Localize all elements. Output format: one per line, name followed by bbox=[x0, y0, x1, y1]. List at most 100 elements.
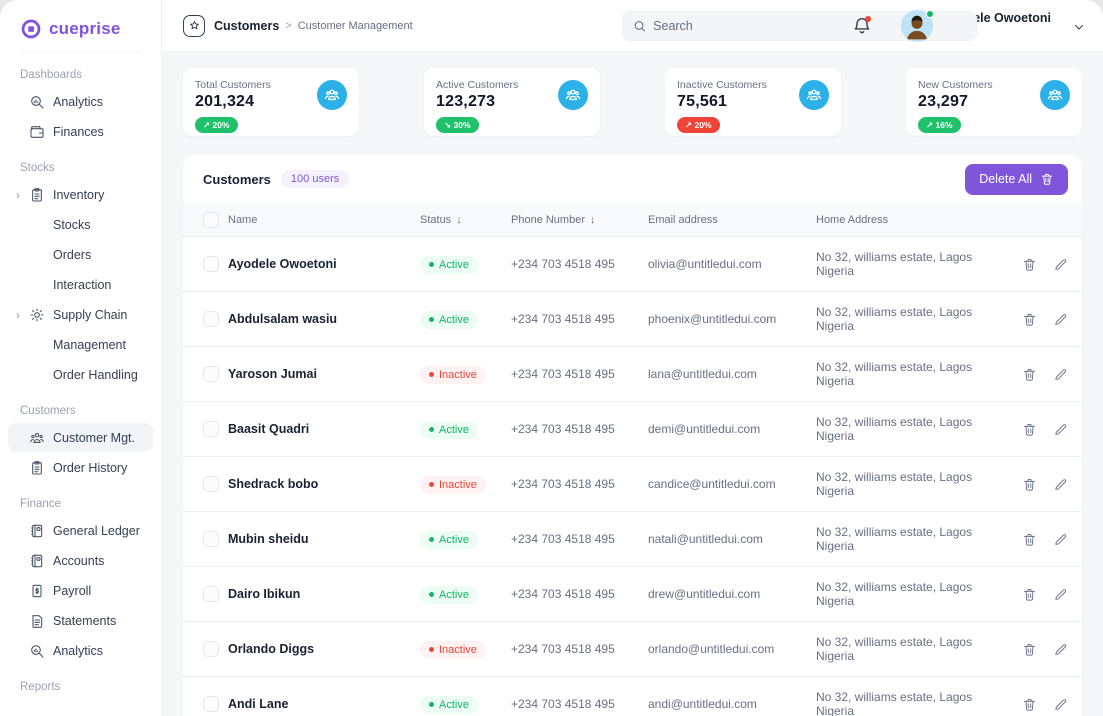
chevron-down-icon[interactable] bbox=[1073, 20, 1085, 32]
sort-icon[interactable]: ↓ bbox=[590, 213, 596, 226]
row-checkbox[interactable] bbox=[203, 641, 219, 657]
cell-email: candice@untitledui.com bbox=[648, 477, 776, 491]
edit-row-icon[interactable] bbox=[1053, 697, 1068, 712]
row-actions bbox=[1006, 422, 1068, 437]
row-checkbox[interactable] bbox=[203, 366, 219, 382]
edit-row-icon[interactable] bbox=[1053, 312, 1068, 327]
breadcrumb-separator: > bbox=[285, 19, 292, 32]
select-all-checkbox[interactable] bbox=[203, 211, 219, 228]
edit-row-icon[interactable] bbox=[1053, 367, 1068, 382]
sidebar-item-label: Order History bbox=[53, 460, 128, 475]
sidebar-section-label: Stocks bbox=[20, 162, 55, 174]
sidebar-item-analytics[interactable]: Analytics bbox=[8, 636, 153, 665]
chevron-right-icon[interactable]: › bbox=[16, 307, 20, 322]
edit-row-icon[interactable] bbox=[1053, 642, 1068, 657]
row-checkbox[interactable] bbox=[203, 256, 219, 272]
delete-row-icon[interactable] bbox=[1022, 257, 1037, 272]
delete-row-icon[interactable] bbox=[1022, 367, 1037, 382]
row-checkbox[interactable] bbox=[203, 311, 219, 327]
delete-all-button[interactable]: Delete All bbox=[965, 163, 1068, 195]
sidebar-item-analytics[interactable]: Analytics bbox=[8, 87, 153, 116]
row-actions bbox=[1006, 257, 1068, 272]
avatar[interactable] bbox=[901, 9, 935, 42]
sidebar-section-customers: Customers Customer Mgt. Order History bbox=[0, 405, 161, 482]
column-header-email[interactable]: Email address bbox=[648, 213, 718, 226]
cell-email: drew@untitledui.com bbox=[648, 587, 761, 601]
sidebar-item-management[interactable]: Management bbox=[8, 330, 153, 359]
table-row: Orlando Diggs Inactive +234 703 4518 495… bbox=[183, 621, 1082, 676]
sidebar-item-finances[interactable]: Finances bbox=[8, 117, 153, 146]
delete-row-icon[interactable] bbox=[1022, 312, 1037, 327]
chevron-right-icon[interactable]: › bbox=[16, 187, 20, 202]
panel-title: Customers bbox=[203, 171, 271, 187]
row-checkbox[interactable] bbox=[203, 586, 219, 602]
cell-address: No 32, williams estate, Lagos Nigeria bbox=[816, 525, 973, 553]
delete-row-icon[interactable] bbox=[1022, 697, 1037, 712]
status-badge: Inactive bbox=[420, 640, 486, 659]
column-header-name[interactable]: Name bbox=[228, 213, 258, 226]
column-header-address[interactable]: Home Address bbox=[816, 213, 889, 226]
status-badge: Active bbox=[420, 310, 478, 329]
notifications-button[interactable] bbox=[852, 15, 872, 36]
sidebar-item-stocks[interactable]: Stocks bbox=[8, 210, 153, 239]
search-input[interactable] bbox=[653, 19, 966, 33]
customers-group-icon bbox=[1040, 80, 1070, 110]
delete-row-icon[interactable] bbox=[1022, 532, 1037, 547]
edit-row-icon[interactable] bbox=[1053, 532, 1068, 547]
edit-row-icon[interactable] bbox=[1053, 587, 1068, 602]
sidebar-item-payroll[interactable]: Payroll bbox=[8, 576, 153, 605]
sort-icon[interactable]: ↓ bbox=[456, 213, 462, 226]
sidebar-item-label: Supply Chain bbox=[53, 307, 128, 322]
cell-name: Shedrack bobo bbox=[228, 477, 319, 491]
sidebar-item-supply-chain[interactable]: › Supply Chain bbox=[8, 300, 153, 329]
cell-phone: +234 703 4518 495 bbox=[511, 312, 615, 326]
sidebar-item-statements[interactable]: Statements bbox=[8, 606, 153, 635]
sidebar-item-interaction[interactable]: Interaction bbox=[8, 270, 153, 299]
sidebar-item-inventory[interactable]: › Inventory bbox=[8, 180, 153, 209]
status-dot bbox=[429, 482, 434, 488]
row-checkbox[interactable] bbox=[203, 531, 219, 547]
delete-row-icon[interactable] bbox=[1022, 477, 1037, 492]
row-checkbox[interactable] bbox=[203, 421, 219, 437]
row-checkbox[interactable] bbox=[203, 476, 219, 492]
row-checkbox[interactable] bbox=[203, 696, 219, 712]
sidebar-item-order-handling[interactable]: Order Handling bbox=[8, 360, 153, 389]
search-icon bbox=[633, 19, 646, 33]
sidebar-item-general-ledger[interactable]: General Ledger bbox=[8, 516, 153, 545]
page-content: Total Customers 201,324 ↗ 20% Active Cus… bbox=[162, 52, 1103, 716]
sidebar-item-orders[interactable]: Orders bbox=[8, 240, 153, 269]
sidebar-item-accounts[interactable]: Accounts bbox=[8, 546, 153, 575]
edit-row-icon[interactable] bbox=[1053, 477, 1068, 492]
table-row: Yaroson Jumai Inactive +234 703 4518 495… bbox=[183, 346, 1082, 401]
breadcrumb-star-icon bbox=[183, 14, 205, 37]
column-header-phone[interactable]: Phone Number ↓ bbox=[511, 213, 596, 226]
breadcrumb-section[interactable]: Customers bbox=[214, 18, 280, 33]
clipboard-icon bbox=[29, 187, 45, 203]
wallet-icon bbox=[29, 124, 45, 140]
cell-address: No 32, williams estate, Lagos Nigeria bbox=[816, 635, 973, 663]
online-status-dot bbox=[926, 9, 935, 18]
status-dot bbox=[429, 592, 434, 598]
stat-change-badge: ↗ 20% bbox=[195, 117, 238, 133]
row-actions bbox=[1006, 477, 1068, 492]
edit-row-icon[interactable] bbox=[1053, 257, 1068, 272]
stat-value: 201,324 bbox=[195, 93, 255, 110]
sidebar-item-label: Orders bbox=[53, 247, 92, 262]
edit-row-icon[interactable] bbox=[1053, 422, 1068, 437]
stat-card-new-customers: New Customers 23,297 ↗ 16% bbox=[906, 68, 1082, 136]
row-actions bbox=[1006, 697, 1068, 712]
cell-phone: +234 703 4518 495 bbox=[511, 257, 615, 271]
table-header-row: Name Status ↓ Phone Number ↓ Email address… bbox=[183, 203, 1082, 236]
brand-logo-icon bbox=[20, 18, 42, 40]
stat-change-badge: ↘ 30% bbox=[436, 117, 479, 133]
statements-icon bbox=[29, 613, 45, 629]
row-actions bbox=[1006, 312, 1068, 327]
column-header-status[interactable]: Status ↓ bbox=[420, 213, 462, 226]
cell-email: orlando@untitledui.com bbox=[648, 642, 775, 656]
sidebar-item-customer-mgt[interactable]: Customer Mgt. bbox=[8, 423, 153, 452]
delete-row-icon[interactable] bbox=[1022, 422, 1037, 437]
sidebar-item-order-history[interactable]: Order History bbox=[8, 453, 153, 482]
delete-row-icon[interactable] bbox=[1022, 587, 1037, 602]
status-dot bbox=[429, 647, 434, 653]
delete-row-icon[interactable] bbox=[1022, 642, 1037, 657]
